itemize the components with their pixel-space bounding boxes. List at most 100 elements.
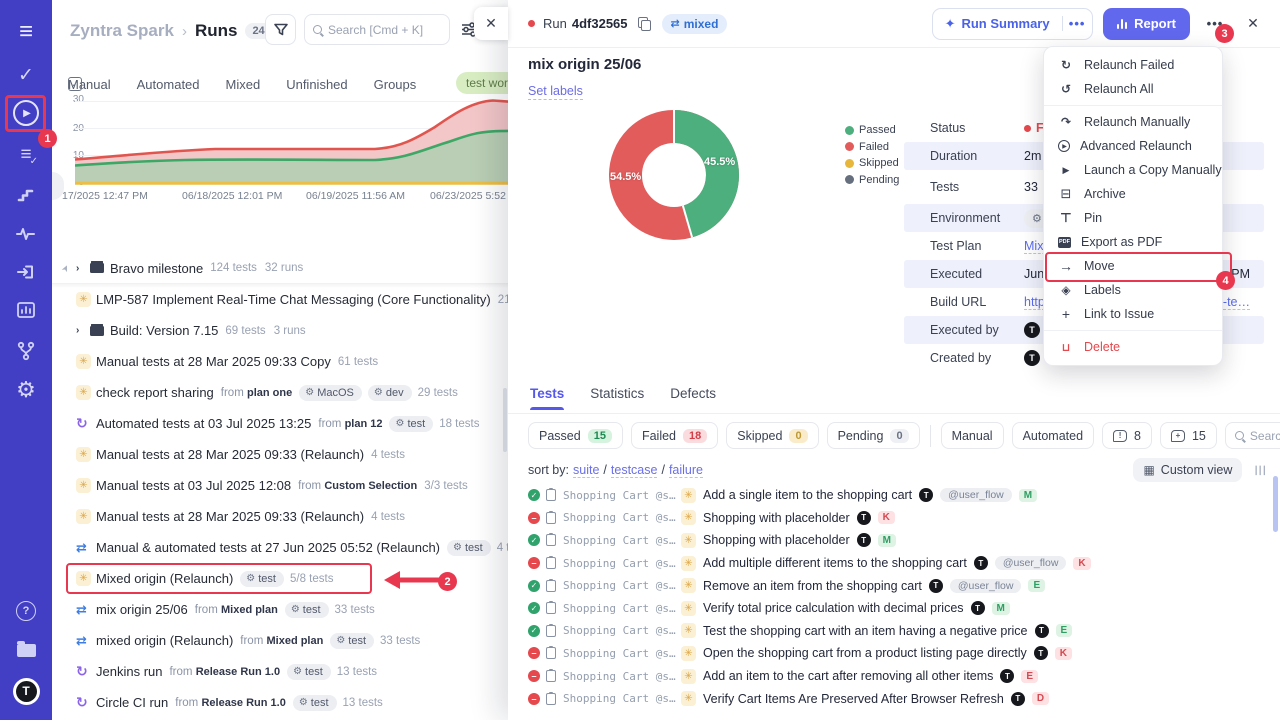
pulse-icon[interactable]: [0, 222, 52, 246]
test-row[interactable]: Shopping Cart @s… ✳ Add a single item to…: [528, 484, 1278, 507]
suite-name[interactable]: Shopping Cart @s…: [563, 579, 676, 593]
analytics-icon[interactable]: [0, 298, 52, 322]
filter-button[interactable]: [265, 14, 296, 45]
run-title[interactable]: Circle CI run: [96, 695, 169, 710]
run-title[interactable]: mixed origin (Relaunch): [96, 633, 234, 648]
menu-item[interactable]: Archive: [1044, 182, 1222, 206]
test-title[interactable]: Remove an item from the shopping cart: [703, 578, 922, 593]
run-row[interactable]: Manual & automated tests at 27 Jun 2025 …: [52, 532, 508, 563]
runs-filter-tab[interactable]: Unfinished: [286, 76, 348, 92]
assignee-avatar[interactable]: T: [919, 488, 934, 503]
run-row[interactable]: check report sharing from plan one MacOS…: [52, 377, 508, 408]
runs-search[interactable]: [304, 14, 450, 45]
drawer-close-button[interactable]: ✕: [474, 7, 508, 40]
test-row[interactable]: Shopping Cart @s… ✳ Add multiple differe…: [528, 552, 1278, 575]
status-filter-button[interactable]: Skipped 0: [726, 422, 819, 449]
assignee-avatar[interactable]: T: [1010, 691, 1025, 706]
assignee-avatar[interactable]: T: [973, 556, 988, 571]
run-row[interactable]: Mixed origin (Relaunch) test 5/8 tests: [52, 563, 508, 594]
run-summary-more-button[interactable]: •••: [1061, 16, 1092, 31]
comments-filter-button[interactable]: + 15: [1159, 422, 1217, 449]
help-icon[interactable]: ?: [0, 598, 52, 624]
tag-chip[interactable]: @user_flow: [994, 556, 1067, 571]
run-title[interactable]: Manual tests at 28 Mar 2025 09:33 Copy: [96, 354, 331, 369]
assignee-avatar[interactable]: T: [970, 601, 985, 616]
run-row[interactable]: mixed origin (Relaunch) from Mixed plan …: [52, 625, 508, 656]
drawer-tab[interactable]: Tests: [530, 386, 565, 410]
breadcrumb-project[interactable]: Zyntra Spark: [70, 21, 174, 40]
column-settings-icon[interactable]: ☰: [1252, 464, 1268, 476]
run-row[interactable]: Manual tests at 28 Mar 2025 09:33 Copy 6…: [52, 346, 508, 377]
status-filter-button[interactable]: Failed 18: [630, 422, 719, 449]
test-title[interactable]: Test the shopping cart with an item havi…: [703, 623, 1028, 638]
runs-filter-tab[interactable]: Manual: [68, 76, 111, 92]
profile-avatar[interactable]: T: [0, 676, 52, 706]
run-row[interactable]: LMP-587 Implement Real-Time Chat Messagi…: [52, 284, 508, 315]
runs-filter-tab[interactable]: Groups: [373, 76, 417, 92]
menu-item[interactable]: Relaunch All: [1044, 77, 1222, 101]
drawer-scrollbar[interactable]: [1273, 476, 1278, 532]
suite-name[interactable]: Shopping Cart @s…: [563, 601, 676, 615]
menu-item[interactable]: Labels: [1044, 278, 1222, 302]
set-labels-link[interactable]: Set labels: [528, 84, 583, 100]
test-title[interactable]: Verify Cart Items Are Preserved After Br…: [703, 691, 1004, 706]
close-icon[interactable]: ✕: [1247, 15, 1259, 31]
assignee-avatar[interactable]: T: [856, 533, 871, 548]
run-row[interactable]: Circle CI run from Release Run 1.0 test …: [52, 687, 508, 718]
runs-filter-tab[interactable]: Mixed: [225, 76, 261, 92]
test-title[interactable]: Shopping with placeholder: [703, 533, 850, 548]
settings-gear-icon[interactable]: ⚙: [16, 377, 36, 402]
status-filter-button[interactable]: Passed 15: [528, 422, 623, 449]
test-title[interactable]: Verify total price calculation with deci…: [703, 601, 964, 616]
search-input[interactable]: [328, 22, 438, 37]
run-title[interactable]: Build: Version 7.15: [110, 323, 219, 338]
menu-icon[interactable]: ≡: [18, 18, 33, 45]
suite-name[interactable]: Shopping Cart @s…: [563, 488, 676, 502]
type-filter-button[interactable]: Automated: [1011, 422, 1095, 449]
assignee-avatar[interactable]: T: [856, 510, 871, 525]
run-row[interactable]: › Bravo milestone 124 tests 32 runs: [52, 253, 508, 284]
label-pill[interactable]: test workers: [456, 72, 508, 94]
run-title[interactable]: mix origin 25/06: [96, 602, 188, 617]
left-scrollbar[interactable]: [503, 388, 507, 452]
suite-name[interactable]: Shopping Cart @s…: [563, 646, 676, 660]
steps-icon[interactable]: [0, 182, 52, 206]
run-title[interactable]: Manual tests at 03 Jul 2025 12:08: [96, 478, 292, 493]
test-title[interactable]: Add a single item to the shopping cart: [703, 488, 913, 503]
tag-chip[interactable]: @user_flow: [940, 488, 1012, 503]
test-row[interactable]: Shopping Cart @s… ✳ Add an item to the c…: [528, 665, 1278, 688]
menu-item[interactable]: Export as PDF: [1044, 230, 1222, 254]
user-avatar[interactable]: T: [1024, 322, 1040, 338]
tag-chip[interactable]: @user_flow: [949, 578, 1022, 593]
test-row[interactable]: Shopping Cart @s… ✳ Verify total price c…: [528, 597, 1278, 620]
report-button[interactable]: Report: [1102, 7, 1190, 40]
type-filter-button[interactable]: Manual: [940, 422, 1004, 449]
projects-folder-icon[interactable]: [0, 638, 52, 662]
select-runs-icon[interactable]: ✓: [68, 77, 82, 91]
chevron-right-icon[interactable]: ›: [76, 325, 80, 336]
test-row[interactable]: Shopping Cart @s… ✳ Open the shopping ca…: [528, 642, 1278, 665]
assignee-avatar[interactable]: T: [1034, 623, 1049, 638]
assignee-avatar[interactable]: T: [1033, 646, 1048, 661]
suite-name[interactable]: Shopping Cart @s…: [563, 533, 676, 547]
menu-item[interactable]: Relaunch Manually: [1044, 110, 1222, 134]
assignee-avatar[interactable]: T: [928, 578, 943, 593]
run-row[interactable]: Automated tests at 03 Jul 2025 13:25 fro…: [52, 408, 508, 439]
run-title[interactable]: Manual tests at 28 Mar 2025 09:33 (Relau…: [96, 447, 365, 462]
test-title[interactable]: Shopping with placeholder: [703, 510, 850, 525]
test-title[interactable]: Add multiple different items to the shop…: [703, 556, 967, 571]
assignee-avatar[interactable]: T: [1000, 669, 1015, 684]
run-title[interactable]: check report sharing: [96, 385, 214, 400]
run-row[interactable]: › Build: Version 7.15 69 tests 3 runs: [52, 315, 508, 346]
run-title[interactable]: Jenkins run: [96, 664, 163, 679]
branch-icon[interactable]: [0, 338, 52, 364]
runs-play-icon[interactable]: ▶: [0, 99, 52, 127]
custom-view-button[interactable]: ▦ Custom view: [1133, 458, 1243, 482]
run-summary-button[interactable]: ✦ Run Summary: [944, 15, 1050, 32]
suite-name[interactable]: Shopping Cart @s…: [563, 624, 676, 638]
run-title[interactable]: Mixed origin (Relaunch): [96, 571, 234, 586]
menu-item[interactable]: Link to Issue: [1044, 302, 1222, 326]
run-row[interactable]: Manual tests at 28 Mar 2025 09:33 (Relau…: [52, 501, 508, 532]
menu-item[interactable]: Advanced Relaunch: [1044, 134, 1222, 158]
runs-filter-tab[interactable]: Automated: [136, 76, 200, 92]
